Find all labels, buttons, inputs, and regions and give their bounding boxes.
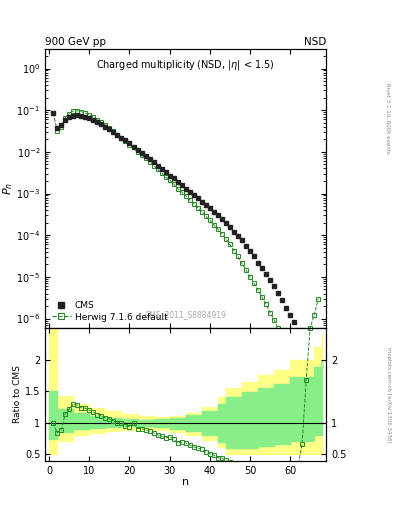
X-axis label: n: n	[182, 477, 189, 487]
Legend: CMS, Herwig 7.1.6 default: CMS, Herwig 7.1.6 default	[50, 299, 169, 324]
Y-axis label: Ratio to CMS: Ratio to CMS	[13, 366, 22, 423]
Text: CMS_2011_S8884919: CMS_2011_S8884919	[145, 310, 227, 319]
Y-axis label: $P_n$: $P_n$	[1, 182, 15, 195]
Text: Charged multiplicity$\,$(NSD, $|\eta|$ < 1.5): Charged multiplicity$\,$(NSD, $|\eta|$ <…	[96, 58, 275, 72]
Text: mcplots.cern.ch [arXiv:1306.3436]: mcplots.cern.ch [arXiv:1306.3436]	[386, 347, 391, 442]
Text: NSD: NSD	[304, 37, 326, 47]
Text: Rivet 3.1.10, 600k events: Rivet 3.1.10, 600k events	[386, 83, 391, 154]
Text: 900 GeV pp: 900 GeV pp	[45, 37, 106, 47]
